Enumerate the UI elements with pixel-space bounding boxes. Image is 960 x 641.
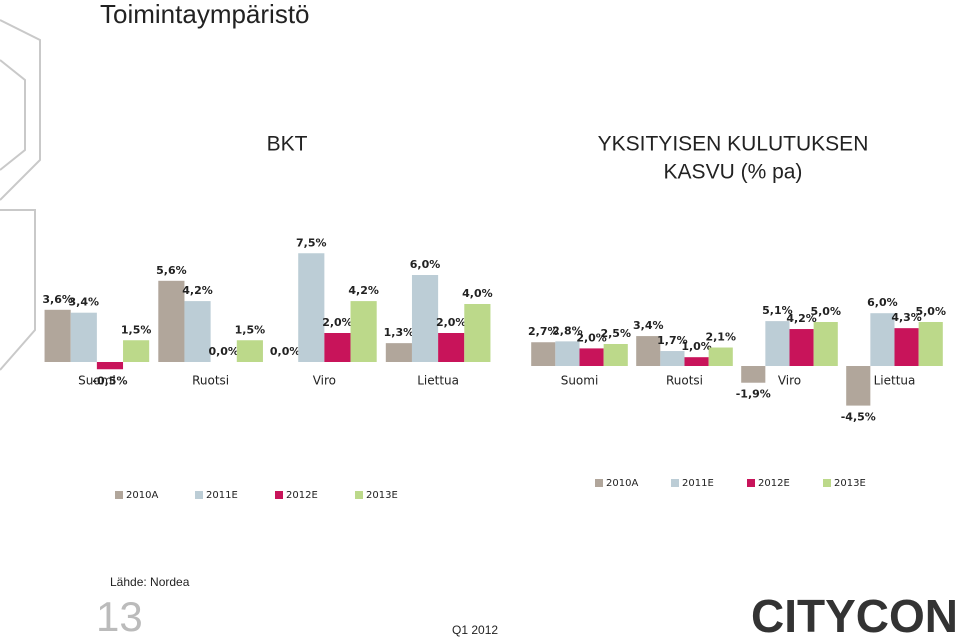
category-label: Liettua — [417, 374, 459, 388]
category-label: Liettua — [874, 374, 916, 388]
page-number: 13 — [96, 593, 143, 640]
value-label: 3,4% — [633, 319, 664, 332]
footer: Q1 2012 — [452, 623, 498, 637]
bar — [531, 342, 556, 366]
legend-label: 2011E — [206, 490, 238, 501]
legend-label: 2011E — [682, 478, 714, 489]
value-label: 7,5% — [296, 236, 327, 249]
value-label: 0,0% — [208, 345, 239, 358]
legend-label: 2012E — [758, 478, 790, 489]
bar — [350, 301, 377, 362]
value-label: 6,0% — [867, 296, 898, 309]
value-label: 4,2% — [348, 284, 379, 297]
value-label: -4,5% — [841, 411, 876, 424]
value-label: 2,0% — [576, 331, 607, 344]
bar — [411, 275, 439, 362]
value-label: 2,1% — [705, 331, 736, 344]
bar — [44, 309, 71, 362]
value-label: -1,9% — [736, 388, 771, 401]
bar — [385, 343, 412, 362]
bar — [579, 348, 604, 366]
value-label: 3,4% — [69, 296, 100, 309]
legend-label: 2013E — [366, 490, 398, 501]
bar — [464, 304, 491, 362]
bar — [741, 366, 766, 383]
bar — [123, 340, 150, 362]
value-label: 5,1% — [762, 304, 793, 317]
value-label: 4,2% — [182, 284, 213, 297]
bar — [894, 328, 919, 366]
legend-swatch — [823, 479, 831, 487]
category-label: Ruotsi — [192, 374, 229, 388]
value-label: 2,5% — [600, 327, 631, 340]
value-label: 0,0% — [270, 345, 301, 358]
legend-swatch — [115, 491, 123, 499]
value-label: 4,3% — [891, 311, 922, 324]
bar — [555, 341, 580, 366]
bar — [96, 362, 124, 370]
category-label: Viro — [778, 374, 801, 388]
legend-swatch — [747, 479, 755, 487]
value-label: 2,7% — [528, 325, 559, 338]
category-label: Suomi — [78, 374, 116, 388]
category-label: Ruotsi — [666, 374, 703, 388]
bar — [918, 322, 943, 366]
legend-swatch — [275, 491, 283, 499]
legend-label: 2012E — [286, 490, 318, 501]
value-label: 1,7% — [657, 334, 688, 347]
value-label: 4,2% — [786, 312, 817, 325]
value-label: 5,6% — [156, 264, 187, 277]
value-label: 6,0% — [410, 258, 441, 271]
value-label: 2,0% — [436, 316, 467, 329]
bar — [789, 329, 814, 366]
value-label: 3,6% — [42, 293, 73, 306]
source: Lähde: Nordea — [110, 575, 190, 589]
bar — [324, 333, 351, 362]
bar — [158, 280, 185, 362]
chart-title: YKSITYISEN KULUTUKSEN — [598, 133, 869, 156]
decoration — [0, 19, 41, 371]
value-label: 1,0% — [681, 340, 712, 353]
bar — [438, 333, 465, 362]
legend-swatch — [355, 491, 363, 499]
legend-swatch — [595, 479, 603, 487]
legend-label: 2013E — [834, 478, 866, 489]
category-label: Suomi — [561, 374, 599, 388]
value-label: 5,0% — [915, 305, 946, 318]
value-label: 4,0% — [462, 287, 493, 300]
chart-title: BKT — [267, 133, 308, 156]
bar — [846, 366, 871, 406]
chart-title: KASVU (% pa) — [664, 161, 803, 184]
bar — [813, 322, 838, 366]
bar — [184, 301, 211, 362]
slide-title: Toimintaympäristö — [100, 0, 310, 29]
bar — [684, 357, 709, 366]
value-label: 2,0% — [322, 316, 353, 329]
bar — [870, 313, 895, 366]
value-label: 1,5% — [121, 323, 152, 336]
legend-swatch — [671, 479, 679, 487]
bar — [636, 336, 661, 366]
legend-label: 2010A — [126, 490, 158, 501]
bar — [603, 344, 628, 366]
bar — [70, 312, 97, 362]
legend-swatch — [195, 491, 203, 499]
value-label: -0,5% — [92, 374, 127, 387]
logo: CITYCON — [751, 590, 958, 641]
value-label: 1,5% — [235, 323, 266, 336]
bar — [236, 340, 263, 362]
category-label: Viro — [313, 374, 336, 388]
bar — [660, 351, 685, 366]
value-label: 1,3% — [384, 326, 415, 339]
bar — [298, 253, 325, 362]
bar — [708, 347, 733, 366]
legend-label: 2010A — [606, 478, 638, 489]
value-label: 2,8% — [552, 324, 583, 337]
value-label: 5,0% — [810, 305, 841, 318]
bar — [765, 321, 790, 366]
